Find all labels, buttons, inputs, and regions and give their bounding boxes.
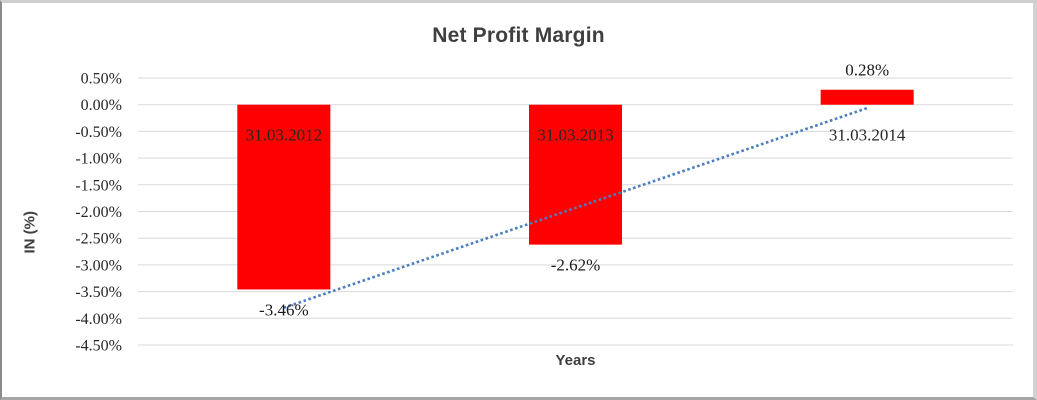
y-tick-label: -4.00% xyxy=(75,311,122,328)
y-tick-label: -2.00% xyxy=(75,204,122,221)
y-tick-label: 0.50% xyxy=(81,71,122,88)
y-tick-label: -3.50% xyxy=(75,284,122,301)
y-tick-label: -1.50% xyxy=(75,177,122,194)
bar-value-label: -3.46% xyxy=(259,300,309,319)
bar-category-label: 31.03.2014 xyxy=(829,126,906,145)
trendline xyxy=(283,106,868,310)
bar-category-label: 31.03.2013 xyxy=(537,126,614,145)
bar-value-label: -2.62% xyxy=(551,256,601,275)
y-tick-label: -2.50% xyxy=(75,231,122,248)
y-tick-label: 0.00% xyxy=(81,97,122,114)
chart-title: Net Profit Margin xyxy=(432,24,605,47)
y-tick-label: -1.00% xyxy=(75,151,122,168)
x-axis-title: Years xyxy=(555,352,596,369)
y-axis-title-text: IN (%) xyxy=(21,211,38,254)
y-tick-label: -0.50% xyxy=(75,124,122,141)
bar-category-label: 31.03.2012 xyxy=(246,126,323,145)
y-tick-label: -3.00% xyxy=(75,257,122,274)
bar xyxy=(820,89,914,105)
y-tick-label: -4.50% xyxy=(75,338,122,355)
bar xyxy=(237,104,331,290)
bar xyxy=(529,104,622,245)
bar-value-label: 0.28% xyxy=(845,61,889,80)
